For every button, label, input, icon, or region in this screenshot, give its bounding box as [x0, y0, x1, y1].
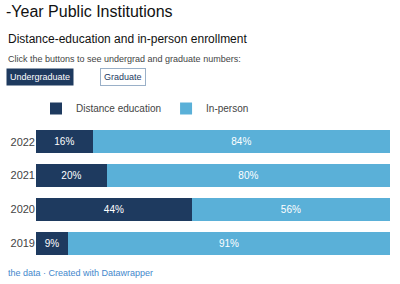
svg-text:-Year Public Institutions: -Year Public Institutions	[6, 3, 173, 20]
svg-text:80%: 80%	[238, 170, 258, 181]
svg-text:16%: 16%	[54, 136, 74, 147]
svg-text:Click the buttons to see under: Click the buttons to see undergrad and g…	[8, 54, 241, 64]
svg-text:Undergraduate: Undergraduate	[10, 72, 70, 82]
svg-text:In-person: In-person	[206, 103, 248, 114]
svg-text:Graduate: Graduate	[104, 72, 142, 82]
svg-text:2022: 2022	[11, 136, 35, 148]
svg-text:2021: 2021	[11, 169, 35, 181]
svg-text:2020: 2020	[11, 203, 35, 215]
svg-text:the data · Created with Datawr: the data · Created with Datawrapper	[8, 268, 153, 278]
svg-text:9%: 9%	[45, 238, 60, 249]
svg-text:Distance education: Distance education	[76, 103, 161, 114]
svg-text:56%: 56%	[281, 204, 301, 215]
svg-text:Distance-education and in-pers: Distance-education and in-person enrollm…	[8, 32, 247, 46]
svg-text:84%: 84%	[231, 136, 251, 147]
svg-text:2019: 2019	[11, 237, 35, 249]
svg-text:44%: 44%	[104, 204, 124, 215]
svg-text:91%: 91%	[219, 238, 239, 249]
svg-text:20%: 20%	[61, 170, 81, 181]
